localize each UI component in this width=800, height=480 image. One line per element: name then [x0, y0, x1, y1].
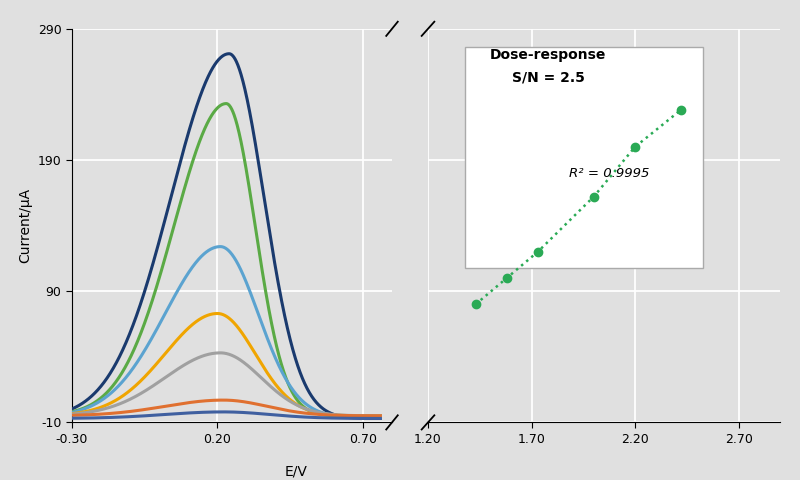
- Text: Dose-response: Dose-response: [490, 48, 606, 62]
- Text: E/V: E/V: [285, 464, 307, 478]
- Y-axis label: Current/μA: Current/μA: [18, 188, 32, 263]
- FancyBboxPatch shape: [466, 47, 703, 267]
- Text: R² = 0.9995: R² = 0.9995: [569, 167, 649, 180]
- Text: S/N = 2.5: S/N = 2.5: [512, 71, 585, 85]
